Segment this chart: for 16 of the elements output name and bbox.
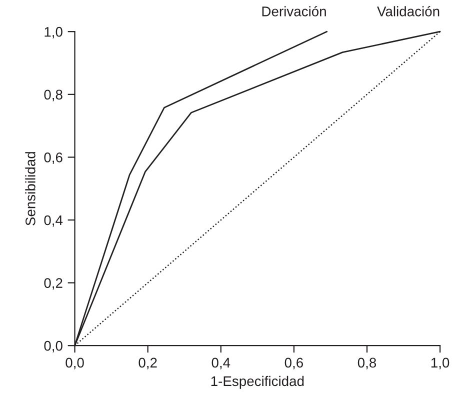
x-tick-label: 0,2 — [138, 358, 157, 370]
y-tick-label: 1,0 — [44, 26, 62, 38]
x-tick-label: 0,8 — [358, 358, 376, 370]
x-tick-label: 0,6 — [284, 358, 303, 370]
y-tick-label: 0,8 — [44, 90, 62, 102]
y-tick-label: 0,4 — [44, 215, 63, 227]
series-label: Validación — [377, 6, 440, 16]
y-tick-label: 0,0 — [44, 340, 62, 352]
y-tick-label: 0,6 — [44, 152, 62, 164]
y-axis-title: Sensibilidad — [25, 152, 36, 226]
x-tick-label: 0,4 — [212, 358, 230, 370]
x-tick-label: 0,0 — [66, 358, 84, 370]
series-label: Derivación — [262, 6, 326, 16]
x-axis-title: 1-Especificidad — [211, 376, 304, 389]
y-tick-label: 0,2 — [44, 278, 62, 290]
x-tick-label: 1,0 — [431, 358, 450, 370]
